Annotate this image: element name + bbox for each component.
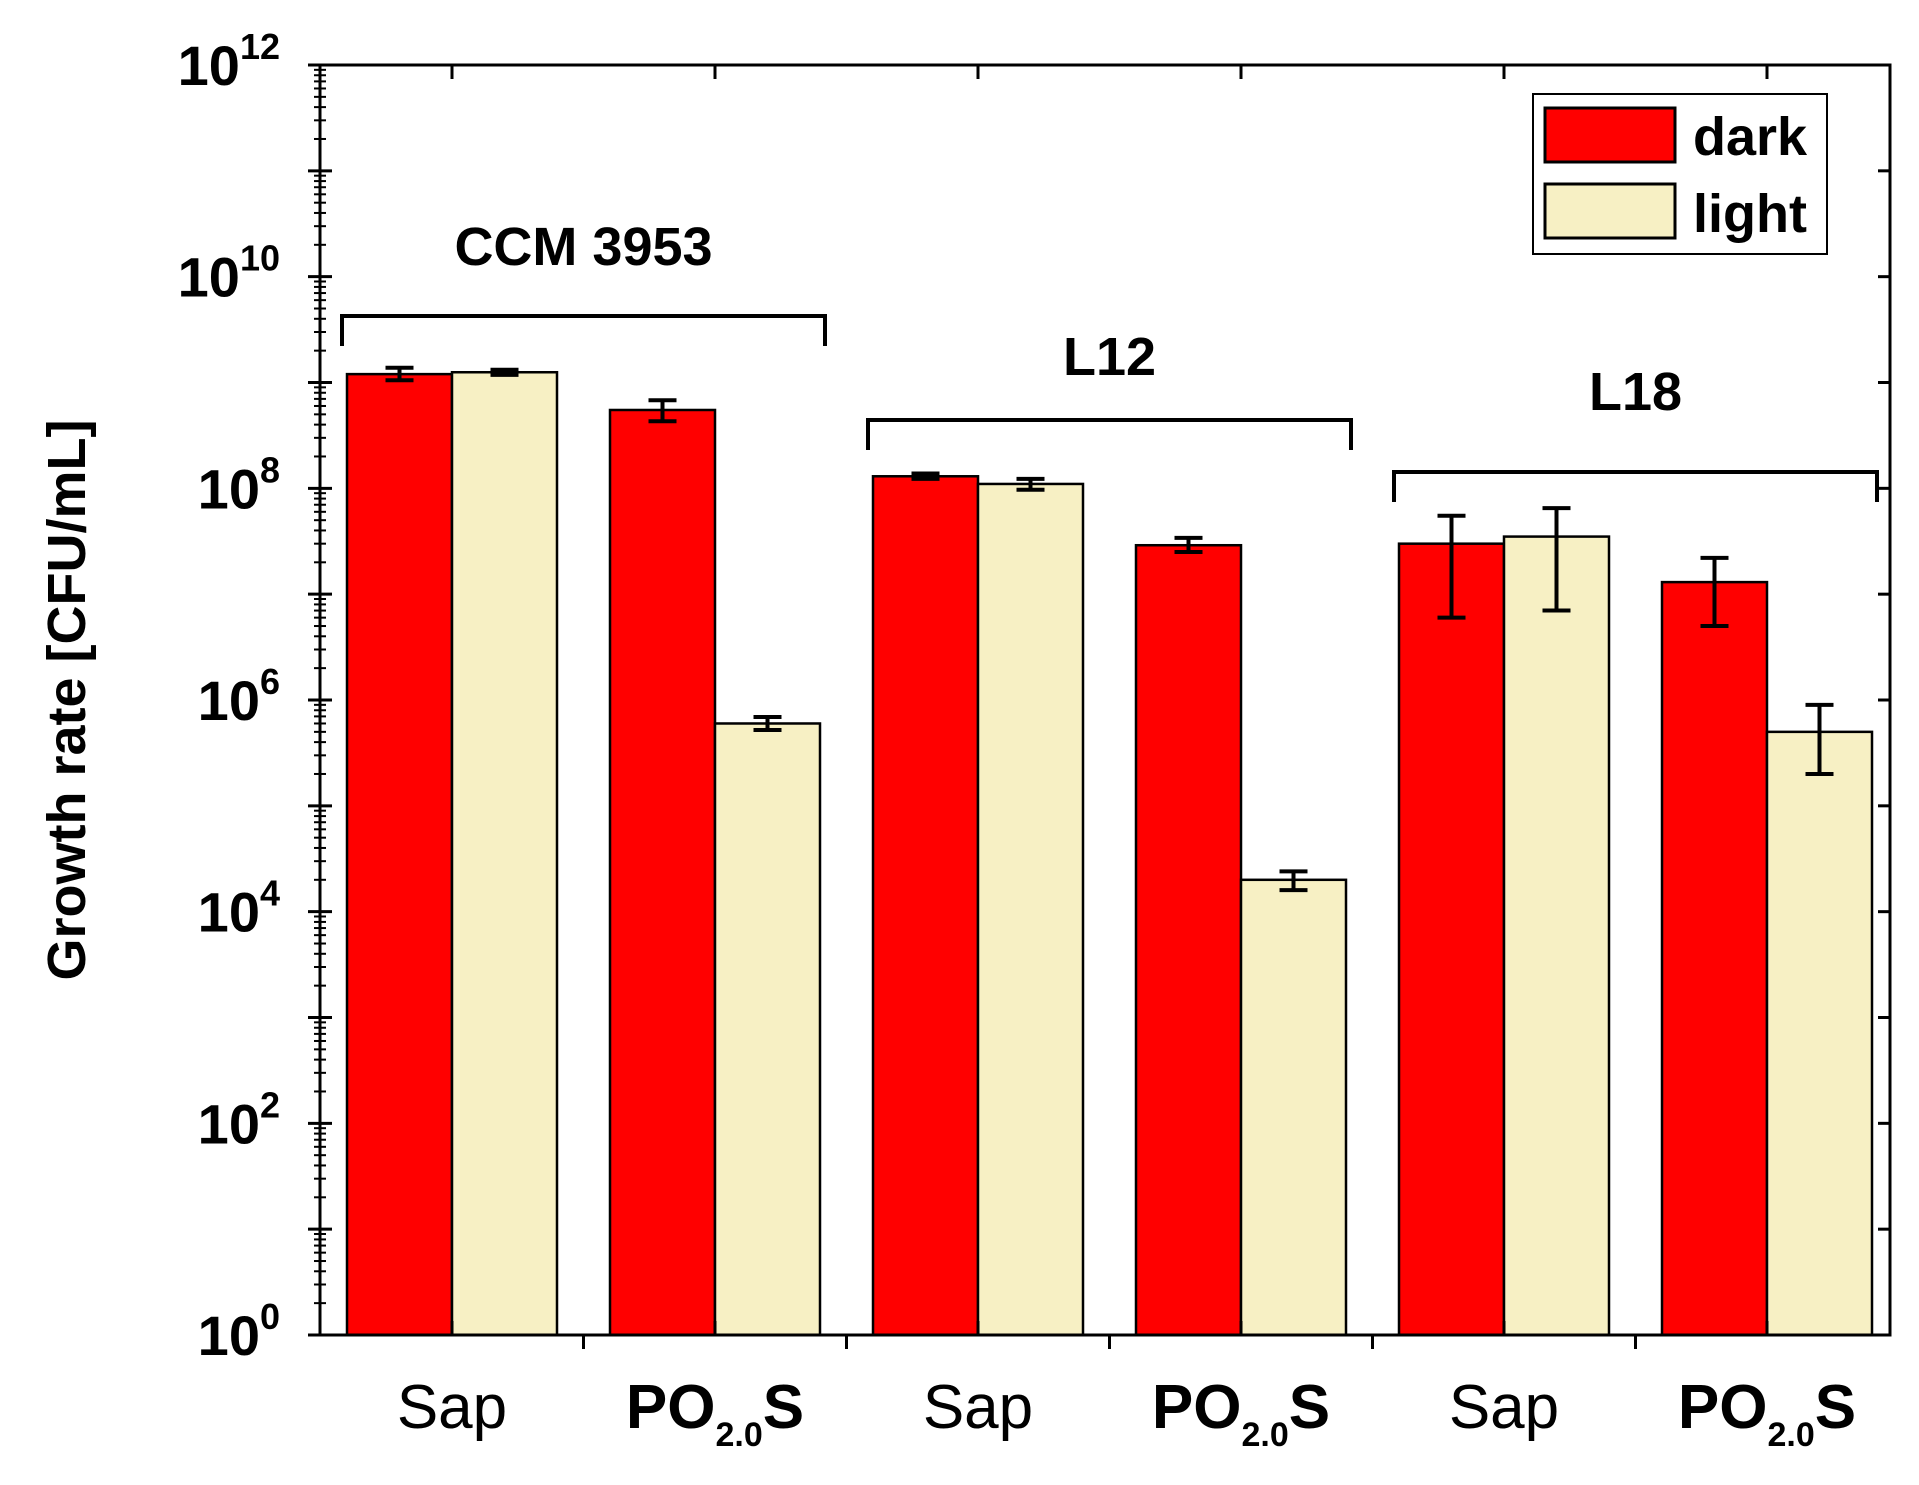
bar-light-1 bbox=[713, 722, 822, 1337]
y-tick-labels: 100 102 104 106 108 1010 1012 bbox=[178, 26, 280, 1367]
y-tick-label: 100 bbox=[198, 1296, 280, 1367]
x-tick-labels: Sap PO2.0S Sap PO2.0S Sap PO2.0S bbox=[397, 1373, 1856, 1454]
x-tick-label: PO2.0S bbox=[1678, 1373, 1856, 1454]
legend-swatch-dark bbox=[1543, 106, 1677, 164]
bars-layer bbox=[345, 370, 1874, 1337]
x-tick-label: PO2.0S bbox=[1152, 1373, 1330, 1454]
bar-light-5 bbox=[1765, 730, 1874, 1337]
legend-label-light: light bbox=[1693, 184, 1807, 244]
error-bar-dark-0 bbox=[385, 365, 414, 383]
error-bar-dark-2 bbox=[911, 471, 940, 481]
bar-light-3 bbox=[1239, 878, 1348, 1337]
bar-light-2 bbox=[976, 482, 1085, 1337]
bar-dark-3 bbox=[1134, 543, 1243, 1337]
error-bar-light-3 bbox=[1279, 869, 1308, 893]
error-bar-dark-4 bbox=[1437, 513, 1466, 620]
group-label: CCM 3953 bbox=[454, 217, 712, 277]
x-tick-label: Sap bbox=[1449, 1373, 1559, 1442]
bar-light-4 bbox=[1502, 535, 1611, 1337]
x-tick-label: Sap bbox=[397, 1373, 507, 1442]
error-bar-dark-1 bbox=[648, 398, 677, 424]
y-tick-label: 106 bbox=[198, 661, 280, 732]
group-brackets: CCM 3953 L12 L18 bbox=[340, 217, 1879, 502]
error-bar-dark-5 bbox=[1700, 555, 1729, 629]
legend-swatch-light bbox=[1543, 182, 1677, 240]
legend-label-dark: dark bbox=[1693, 107, 1808, 167]
group-label: L12 bbox=[1063, 327, 1156, 387]
bar-dark-1 bbox=[608, 408, 717, 1337]
y-tick-label: 108 bbox=[198, 449, 280, 520]
bar-dark-2 bbox=[871, 475, 980, 1337]
bar-light-0 bbox=[450, 370, 559, 1337]
legend: dark light bbox=[1532, 93, 1828, 255]
x-tick-label: Sap bbox=[923, 1373, 1033, 1442]
group-bracket: L18 bbox=[1392, 362, 1879, 502]
error-bars-layer bbox=[385, 365, 1834, 893]
error-bar-light-5 bbox=[1805, 702, 1834, 776]
y-axis-label: Growth rate [CFU/mL] bbox=[37, 420, 97, 981]
ticks-layer bbox=[308, 63, 1890, 1349]
group-bracket: CCM 3953 bbox=[340, 217, 827, 346]
y-tick-label: 102 bbox=[198, 1084, 280, 1155]
group-bracket: L12 bbox=[866, 327, 1353, 450]
bar-dark-0 bbox=[345, 372, 454, 1337]
y-tick-label: 1010 bbox=[178, 238, 280, 309]
bar-dark-5 bbox=[1660, 580, 1769, 1337]
group-label: L18 bbox=[1589, 362, 1682, 422]
error-bar-light-2 bbox=[1016, 476, 1045, 492]
y-tick-label: 104 bbox=[198, 873, 280, 944]
x-tick-label: PO2.0S bbox=[626, 1373, 804, 1454]
error-bar-light-4 bbox=[1542, 506, 1571, 613]
y-tick-label: 1012 bbox=[178, 26, 280, 97]
error-bar-dark-3 bbox=[1174, 535, 1203, 555]
error-bar-light-0 bbox=[490, 367, 519, 377]
error-bar-light-1 bbox=[753, 715, 782, 733]
bar-dark-4 bbox=[1397, 542, 1506, 1337]
